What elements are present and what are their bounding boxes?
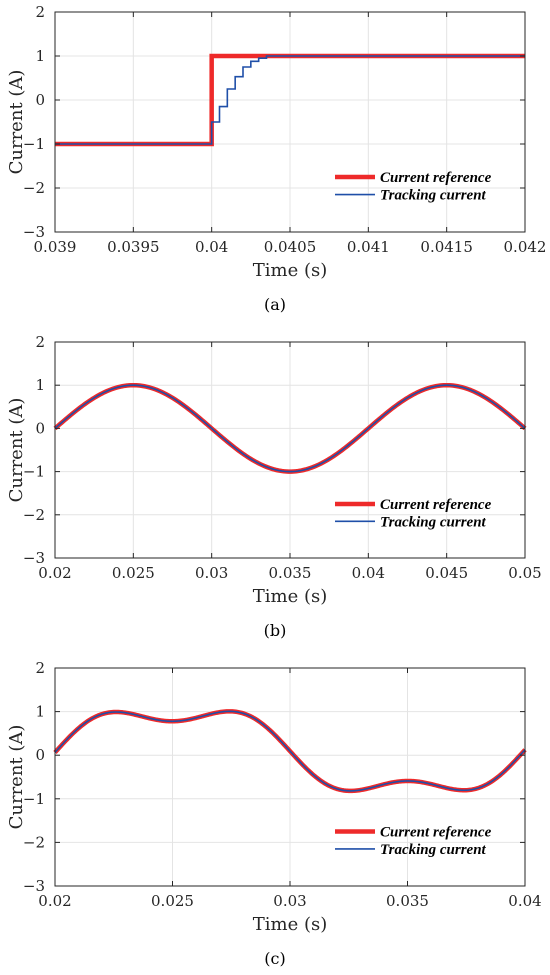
y-tick-label: 2 — [35, 333, 45, 351]
x-tick-label: 0.025 — [151, 892, 194, 910]
x-axis-label: Time (s) — [253, 260, 328, 281]
y-tick-label: −1 — [23, 135, 45, 153]
y-tick-label: −3 — [23, 549, 45, 567]
x-tick-label: 0.03 — [195, 564, 228, 582]
x-tick-label: 0.045 — [425, 564, 468, 582]
x-tick-label: 0.039 — [34, 238, 77, 256]
y-axis-label: Current (A) — [6, 70, 27, 175]
y-tick-label: −2 — [23, 179, 45, 197]
x-tick-label: 0.035 — [269, 564, 312, 582]
x-tick-label: 0.05 — [508, 564, 541, 582]
x-tick-label: 0.041 — [347, 238, 390, 256]
legend: Current reference Tracking current — [335, 170, 492, 204]
y-tick-label: −3 — [23, 223, 45, 241]
y-tick-label: −2 — [23, 833, 45, 851]
y-tick-label: 2 — [35, 659, 45, 677]
x-tick-label: 0.04 — [508, 892, 541, 910]
legend-label-tracking-current: Tracking current — [380, 514, 487, 530]
y-tick-label: −1 — [23, 790, 45, 808]
chart-panel-a: 0.039 0.0395 0.04 0.0405 0.041 0.0415 0.042 −3 −… — [6, 3, 546, 314]
x-tick-label: 0.04 — [195, 238, 228, 256]
panel-caption: (b) — [264, 621, 287, 640]
series-line-tracking-current — [55, 55, 525, 145]
x-tick-label: 0.0395 — [107, 238, 160, 256]
y-tick-label: 0 — [35, 419, 45, 437]
y-tick-label: −3 — [23, 877, 45, 895]
x-tick-label: 0.02 — [38, 564, 71, 582]
panel-caption: (c) — [264, 949, 285, 968]
x-tick-label: 0.035 — [386, 892, 429, 910]
x-tick-label: 0.025 — [112, 564, 155, 582]
series-line-tracking-current — [54, 384, 526, 473]
y-tick-label: 1 — [35, 47, 45, 65]
legend-label-current-reference: Current reference — [380, 170, 492, 186]
y-tick-label: 0 — [35, 91, 45, 109]
y-tick-label: 1 — [35, 703, 45, 721]
y-axis-label: Current (A) — [6, 398, 27, 503]
y-tick-label: −2 — [23, 506, 45, 524]
x-tick-label: 0.04 — [352, 564, 385, 582]
chart-panel-c: 0.02 0.025 0.03 0.035 0.04 −3 −2 −1 0 1 2 Time (s) C… — [6, 659, 542, 968]
x-tick-label: 0.042 — [504, 238, 547, 256]
y-axis-label: Current (A) — [6, 725, 27, 830]
x-axis-label: Time (s) — [253, 914, 328, 935]
y-tick-label: 1 — [35, 376, 45, 394]
y-tick-label: −1 — [23, 463, 45, 481]
series-line-tracking-current — [54, 710, 526, 792]
panel-caption: (a) — [264, 295, 286, 314]
x-tick-label: 0.03 — [273, 892, 306, 910]
x-axis-label: Time (s) — [253, 586, 328, 607]
legend-label-current-reference: Current reference — [380, 825, 492, 841]
legend-label-current-reference: Current reference — [380, 497, 492, 513]
legend-label-tracking-current: Tracking current — [380, 188, 487, 204]
y-tick-label: 2 — [35, 3, 45, 21]
legend-label-tracking-current: Tracking current — [380, 842, 487, 858]
chart-panel-b: 0.02 0.025 0.03 0.035 0.04 0.045 0.05 −3 −2 −1 0 1 2… — [6, 333, 542, 640]
x-tick-label: 0.0415 — [420, 238, 473, 256]
x-tick-label: 0.02 — [38, 892, 71, 910]
y-tick-label: 0 — [35, 746, 45, 764]
x-tick-label: 0.0405 — [264, 238, 317, 256]
